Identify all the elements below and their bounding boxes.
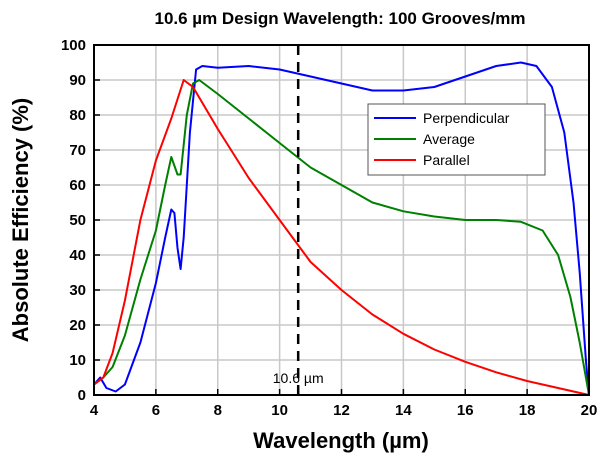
x-tick-label: 6 bbox=[152, 402, 160, 419]
x-tick-label: 8 bbox=[214, 402, 222, 419]
x-tick-label: 14 bbox=[395, 402, 412, 419]
x-axis-label: Wavelength (µm) bbox=[253, 428, 429, 453]
y-tick-label: 100 bbox=[61, 37, 86, 54]
chart-title: 10.6 µm Design Wavelength: 100 Grooves/m… bbox=[154, 9, 525, 28]
y-axis-label: Absolute Efficiency (%) bbox=[8, 98, 33, 342]
legend-label: Average bbox=[423, 131, 475, 147]
x-tick-label: 18 bbox=[519, 402, 536, 419]
series-line-parallel bbox=[93, 79, 590, 396]
y-tick-label: 50 bbox=[69, 212, 86, 229]
x-tick-label: 10 bbox=[271, 402, 288, 419]
series-line-perpendicular bbox=[93, 61, 590, 396]
y-tick-label: 90 bbox=[69, 72, 86, 89]
y-tick-label: 0 bbox=[78, 387, 86, 404]
design-wavelength-label: 10.6 µm bbox=[273, 370, 324, 386]
y-tick-label: 40 bbox=[69, 247, 86, 264]
y-tick-label: 10 bbox=[69, 352, 86, 369]
y-tick-label: 80 bbox=[69, 107, 86, 124]
y-tick-label: 70 bbox=[69, 142, 86, 159]
y-tick-label: 60 bbox=[69, 177, 86, 194]
series-line-average bbox=[93, 79, 590, 396]
y-tick-label: 20 bbox=[69, 317, 86, 334]
x-tick-label: 16 bbox=[457, 402, 474, 419]
legend-label: Parallel bbox=[423, 152, 470, 168]
legend: Perpendicular Average Parallel bbox=[367, 103, 546, 176]
legend-label: Perpendicular bbox=[423, 110, 510, 126]
y-tick-label: 30 bbox=[69, 282, 86, 299]
x-tick-label: 20 bbox=[581, 402, 598, 419]
x-tick-label: 12 bbox=[333, 402, 350, 419]
x-tick-label: 4 bbox=[90, 402, 99, 419]
